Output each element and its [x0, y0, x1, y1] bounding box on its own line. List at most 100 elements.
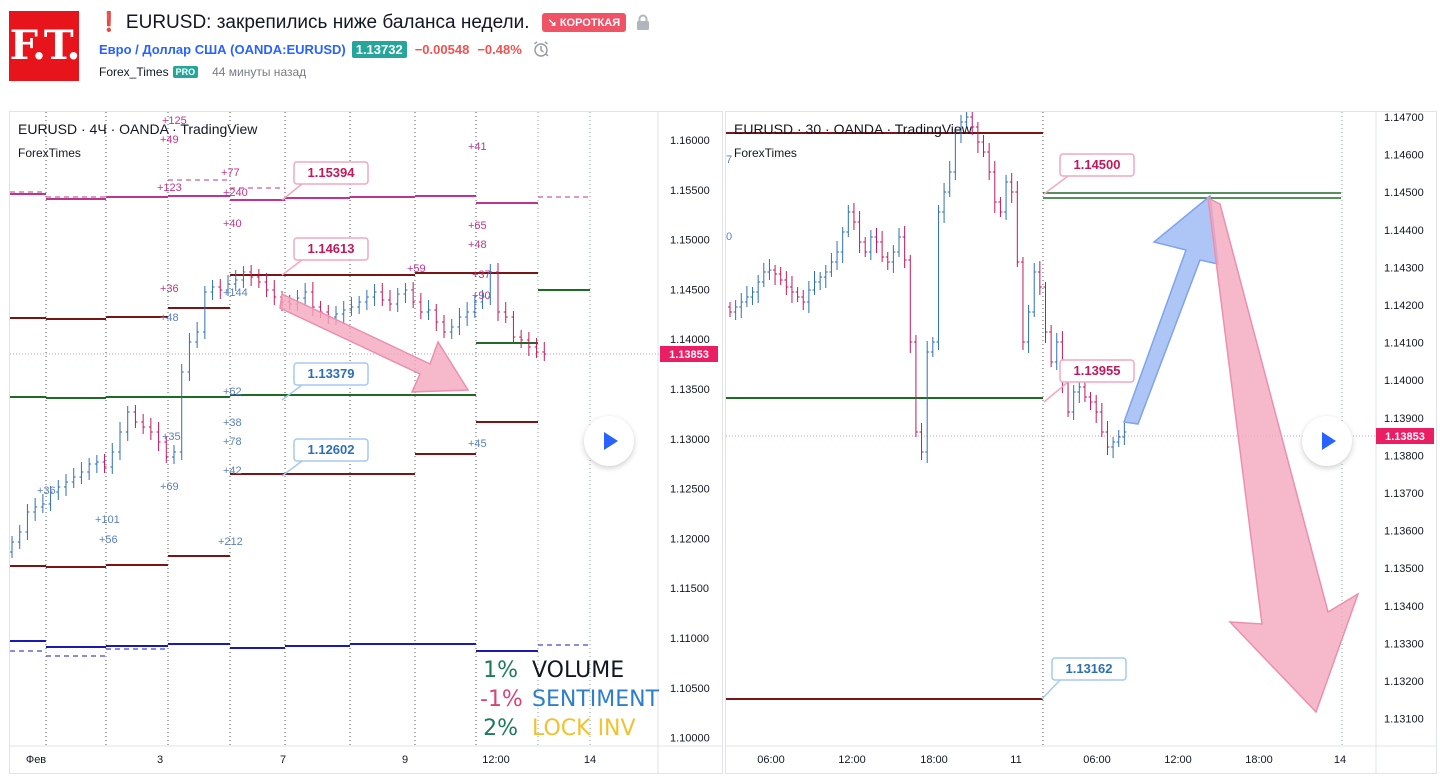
x-tick-label: 18:00: [920, 754, 948, 766]
y-tick-label: 1.13600: [1384, 526, 1424, 538]
y-tick-label: 1.13700: [1384, 488, 1424, 500]
x-tick-label: 18:00: [1245, 754, 1273, 766]
x-tick-label: 9: [402, 754, 408, 766]
left-chart-subtitle: ForexTimes: [18, 146, 81, 160]
volume-label: +45: [468, 438, 487, 450]
volume-label: +123: [157, 182, 182, 194]
x-tick-label: 14: [1334, 754, 1346, 766]
volume-label: +36: [160, 283, 179, 295]
y-tick-label: 1.13000: [670, 434, 710, 446]
legend-lock-inv-pct: 2%: [483, 716, 518, 741]
pro-badge: PRO: [172, 66, 199, 78]
title-row: ❗ EURUSD: закрепились ниже баланса недел…: [97, 10, 650, 34]
price-callout: [293, 362, 369, 386]
legend-volume-pct: 1%: [483, 658, 518, 683]
y-tick-label: 1.14400: [1384, 225, 1424, 237]
volume-label: +36: [37, 485, 56, 497]
price-change: −0.00548: [414, 41, 470, 57]
short-badge: ↘ КОРОТКАЯ: [541, 12, 627, 32]
left-chart-title: EURUSD · 4Ч · OANDA · TradingView: [18, 121, 258, 137]
y-tick-label: 1.12000: [670, 533, 710, 545]
price-callout: [1059, 359, 1135, 383]
y-tick-label: 1.10500: [670, 683, 710, 695]
legend-row-lock-inv: 2% LOCK INV: [480, 714, 659, 743]
legend-lock-inv-label: LOCK INV: [532, 716, 636, 741]
y-tick-label: 1.14200: [1384, 300, 1424, 312]
price-callout: [1051, 657, 1127, 681]
price-callout-label: 1.13379: [308, 366, 355, 381]
x-tick-label: 06:00: [757, 754, 785, 766]
left-chart[interactable]: EURUSD · 4Ч · OANDA · TradingView ForexT…: [9, 111, 723, 774]
indicator-legend: 1% VOLUME -1% SENTIMENT 2% LOCK INV: [480, 656, 659, 743]
y-tick-label: 1.14700: [1384, 112, 1424, 124]
legend-volume-label: VOLUME: [532, 658, 625, 683]
right-chart-subtitle: ForexTimes: [734, 146, 797, 160]
y-tick-label: 1.16000: [670, 135, 710, 147]
price-badge: 1.13732: [351, 40, 407, 58]
volume-label: +65: [468, 220, 487, 232]
volume-label: +35: [162, 431, 181, 443]
volume-label: +125: [162, 115, 187, 127]
published-time: 44 минуты назад: [212, 65, 307, 79]
y-tick-label: 1.14000: [1384, 375, 1424, 387]
y-tick-label: 1.13800: [1384, 450, 1424, 462]
down-arrow-shape-large: [1207, 196, 1360, 714]
price-callout-label: 1.14613: [308, 241, 355, 256]
author-name[interactable]: Forex_Times: [99, 65, 169, 79]
y-tick-label: 1.14100: [1384, 338, 1424, 350]
y-tick-label: 1.14300: [1384, 262, 1424, 274]
y-tick-label: 1.13400: [1384, 601, 1424, 613]
x-tick-label: 14: [584, 754, 596, 766]
y-tick-label: 1.13900: [1384, 413, 1424, 425]
volume-label: +69: [160, 481, 179, 493]
volume-label: +78: [223, 436, 242, 448]
x-tick-label: 12:00: [1164, 754, 1192, 766]
right-chart-canvas[interactable]: 1.14500 1.13955 1.13162 1.14700 1.14600 1.14…: [726, 112, 1436, 773]
author-row: Forex_Times PRO 44 минуты назад: [99, 64, 306, 80]
x-tick-label: 7: [280, 754, 286, 766]
symbol-link[interactable]: Евро / Доллар США (OANDA:EURUSD): [99, 41, 346, 57]
y-tick-label: 1.12500: [670, 484, 710, 496]
forex-times-logo[interactable]: F.T.: [9, 11, 80, 81]
y-tick-label: 1.11000: [670, 633, 709, 645]
edge-label: 7: [726, 154, 732, 166]
price-callout-label: 1.13162: [1066, 661, 1113, 676]
y-tick-label: 1.13300: [1384, 638, 1424, 650]
volume-label: +48: [160, 312, 179, 324]
idea-header: F.T. ❗ EURUSD: закрепились ниже баланса …: [0, 0, 1440, 100]
legend-sentiment-pct: -1%: [480, 687, 523, 712]
x-tick-label: 3: [157, 754, 163, 766]
left-chart-canvas[interactable]: +125 +49 +77 +123 +240 +40 +36 +48 +144 +62 +38 +78…: [10, 112, 722, 773]
price-callout: [1059, 153, 1135, 177]
right-chart[interactable]: EURUSD · 30 · OANDA · TradingView ForexT…: [725, 111, 1437, 774]
price-callout: [293, 161, 369, 185]
play-button-right[interactable]: [1302, 416, 1352, 466]
volume-label: +49: [160, 134, 179, 146]
y-tick-label: 1.13100: [1384, 714, 1424, 726]
right-chart-title: EURUSD · 30 · OANDA · TradingView: [734, 121, 972, 137]
volume-label: +144: [223, 287, 248, 299]
down-arrow-shape: [279, 292, 470, 393]
current-price-tag: [660, 346, 718, 362]
current-price-tag: [1376, 428, 1434, 444]
play-button[interactable]: [584, 416, 634, 466]
price-change-pct: −0.48%: [477, 41, 522, 57]
volume-label: +101: [95, 514, 120, 526]
y-tick-label: 1.13500: [1384, 563, 1424, 575]
up-arrow-shape: [1122, 194, 1219, 425]
volume-label: +42: [223, 465, 242, 477]
volume-label: +38: [223, 417, 242, 429]
x-tick-label: 11: [1010, 754, 1021, 766]
legend-row-volume: 1% VOLUME: [480, 656, 659, 685]
y-tick-label: 1.14600: [1384, 150, 1424, 162]
y-tick-label: 1.14500: [670, 284, 710, 296]
x-tick-label: 12:00: [838, 754, 866, 766]
volume-label: +212: [218, 536, 243, 548]
volume-label: +40: [223, 218, 242, 230]
volume-label: +56: [99, 534, 118, 546]
price-callout-label: 1.12602: [308, 442, 355, 457]
alarm-clock-icon[interactable]: [532, 40, 550, 58]
x-tick-label: Фев: [26, 754, 46, 766]
price-callout: [293, 237, 369, 261]
y-tick-label: 1.13200: [1384, 676, 1424, 688]
